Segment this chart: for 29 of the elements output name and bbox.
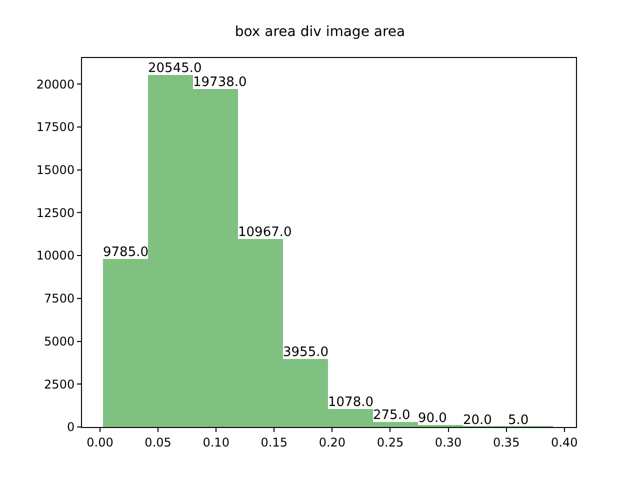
data-label: 5.0	[508, 413, 529, 428]
data-label: 275.0	[373, 408, 410, 423]
y-tick-label: 12500	[36, 206, 75, 220]
y-tick-label: 17500	[36, 120, 75, 134]
x-tick-label: 0.05	[144, 435, 172, 450]
y-tick-label: 10000	[36, 248, 75, 263]
y-tick-label: 20000	[36, 77, 75, 92]
data-label: 20545.0	[148, 61, 202, 76]
x-tick-label: 0.25	[376, 435, 404, 450]
data-label: 3955.0	[283, 345, 328, 360]
x-tick-label: 0.40	[551, 435, 578, 450]
chart-title: box area div image area	[234, 24, 406, 40]
x-tick-label: 0.35	[492, 435, 520, 450]
x-tick-label: 0.15	[260, 435, 288, 450]
x-tick-label: 0.00	[86, 435, 114, 450]
data-label: 9785.0	[103, 245, 148, 260]
y-tick-label: 5000	[44, 334, 75, 348]
y-tick-label: 7500	[44, 292, 75, 306]
x-tick-label: 0.10	[202, 435, 230, 450]
data-label: 1078.0	[328, 395, 374, 410]
data-label: 20.0	[463, 413, 492, 428]
data-label: 10967.0	[238, 225, 292, 240]
x-tick-label: 0.20	[318, 435, 346, 450]
data-label: 90.0	[418, 411, 447, 426]
y-tick-label: 15000	[36, 163, 75, 177]
y-tick-label: 2500	[44, 377, 75, 392]
y-tick-label: 0	[66, 420, 75, 434]
data-label: 19738.0	[193, 75, 247, 90]
x-tick-label: 0.30	[434, 435, 462, 450]
